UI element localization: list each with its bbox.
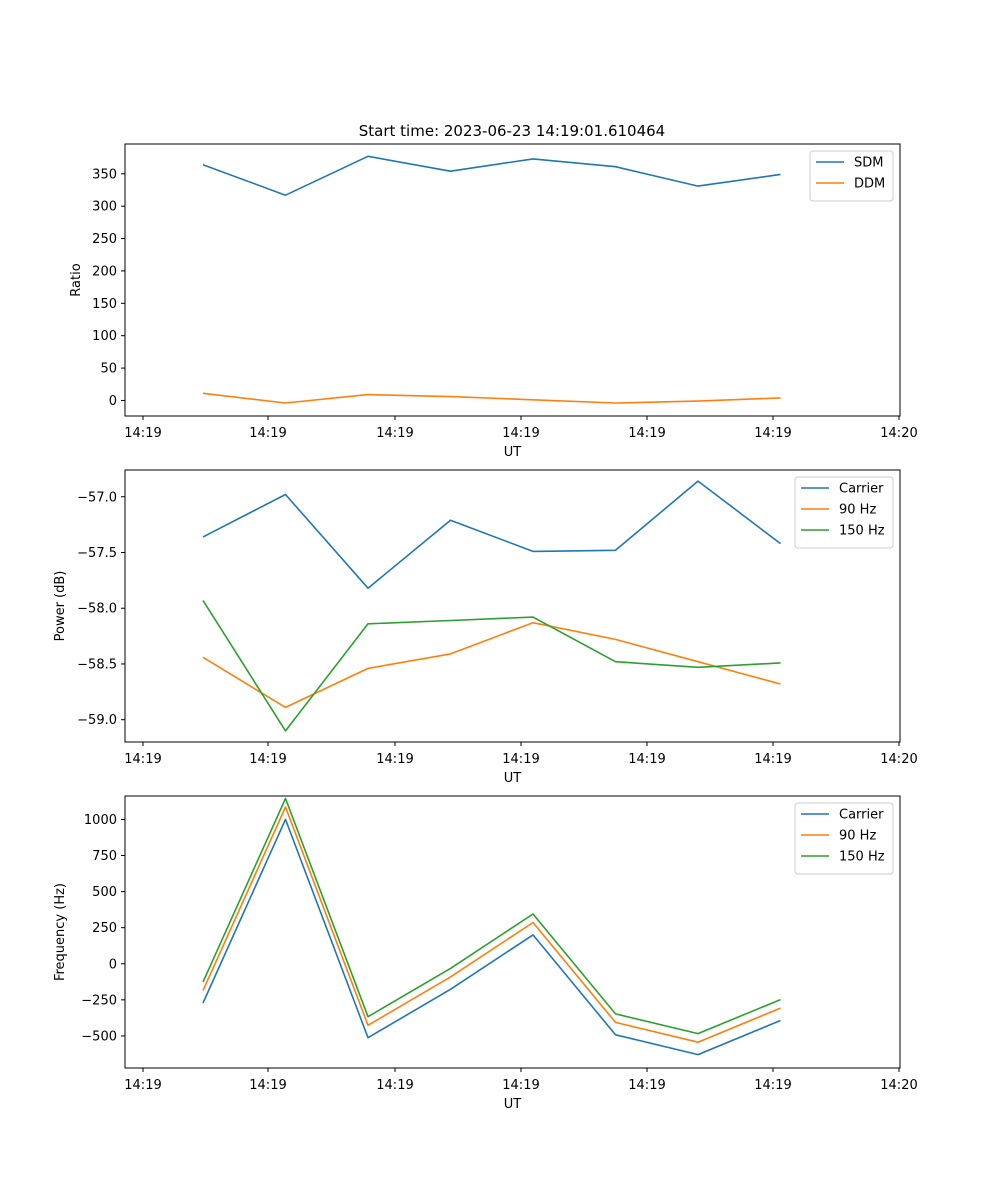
- x-tick-label: 14:20: [880, 426, 917, 441]
- x-tick-label: 14:19: [249, 752, 286, 767]
- chart-panel-2: 14:19 14:19 14:19 14:19 14:19 14:19 14:20 −57.0…: [53, 469, 918, 786]
- y-tick-label: 150: [92, 297, 117, 312]
- x-tick-label: 14:19: [628, 1078, 665, 1093]
- y-tick-label: −58.5: [77, 657, 117, 672]
- x-tick-label: 14:19: [376, 426, 413, 441]
- x-tick-label: 14:19: [754, 752, 791, 767]
- legend-label: 90 Hz: [839, 503, 876, 518]
- x-tick-label: 14:19: [502, 1078, 539, 1093]
- legend-2: Carrier 90 Hz 150 Hz: [794, 476, 894, 549]
- y-tick-label: −250: [81, 993, 117, 1008]
- x-tick-label: 14:20: [880, 1078, 917, 1093]
- series-line-3-1: [202, 818, 781, 1056]
- x-tick-label: 14:19: [754, 426, 791, 441]
- x-tick-label: 14:19: [502, 752, 539, 767]
- y-tick-label: 250: [92, 232, 117, 247]
- axes-frame-1: [124, 143, 901, 417]
- axes-frame-2: [124, 469, 901, 743]
- x-tick-label: 14:19: [124, 426, 161, 441]
- x-axis-label: UT: [504, 1097, 522, 1112]
- y-tick-label: −57.0: [77, 490, 117, 505]
- x-axis-label: UT: [504, 445, 522, 460]
- y-tick-label: 500: [92, 885, 117, 900]
- legend-label: 90 Hz: [839, 829, 876, 844]
- x-tick-label: 14:19: [249, 426, 286, 441]
- y-tick-label: 100: [92, 329, 117, 344]
- legend-label: DDM: [854, 177, 885, 192]
- y-axis-label: Ratio: [69, 263, 84, 296]
- series-line-1-2: [202, 392, 781, 404]
- y-tick-label: 200: [92, 264, 117, 279]
- y-tick-label: −59.0: [77, 713, 117, 728]
- x-tick-label: 14:19: [376, 1078, 413, 1093]
- x-tick-label: 14:19: [249, 1078, 286, 1093]
- legend-label: 150 Hz: [839, 524, 885, 539]
- x-tick-label: 14:19: [628, 752, 665, 767]
- x-tick-label: 14:19: [628, 426, 665, 441]
- legend-3: Carrier 90 Hz 150 Hz: [794, 802, 894, 875]
- panels: 14:19 14:19 14:19 14:19 14:19 14:19 14:20 0 50 10…: [53, 143, 918, 1112]
- series-line-1-1: [202, 155, 781, 196]
- legend-label: 150 Hz: [839, 850, 885, 865]
- series-line-2-3: [202, 599, 781, 732]
- chart-panel-1: 14:19 14:19 14:19 14:19 14:19 14:19 14:20 0 50 10…: [69, 143, 918, 460]
- x-axis-label: UT: [504, 771, 522, 786]
- series-line-3-3: [202, 797, 781, 1035]
- y-tick-label: 750: [92, 849, 117, 864]
- x-tick-label: 14:19: [124, 1078, 161, 1093]
- y-tick-label: −57.5: [77, 546, 117, 561]
- y-tick-label: 0: [109, 394, 117, 409]
- y-axis-label: Frequency (Hz): [53, 883, 68, 981]
- legend-1: SDM DDM: [809, 150, 894, 202]
- x-tick-label: 14:19: [754, 1078, 791, 1093]
- y-tick-label: 350: [92, 167, 117, 182]
- chart-panel-3: 14:19 14:19 14:19 14:19 14:19 14:19 14:20 −500 −…: [53, 795, 918, 1112]
- y-axis-label: Power (dB): [53, 571, 68, 642]
- x-tick-label: 14:19: [376, 752, 413, 767]
- x-tick-label: 14:19: [124, 752, 161, 767]
- series-line-2-1: [202, 480, 781, 590]
- y-tick-label: 50: [100, 362, 117, 377]
- y-tick-label: 250: [92, 921, 117, 936]
- legend-label: SDM: [854, 156, 883, 171]
- figure-title: Start time: 2023-06-23 14:19:01.610464: [359, 122, 665, 140]
- y-tick-label: −58.0: [77, 602, 117, 617]
- legend-label: Carrier: [839, 482, 884, 497]
- y-tick-label: −500: [81, 1029, 117, 1044]
- series-line-3-2: [202, 806, 781, 1043]
- y-tick-label: 300: [92, 200, 117, 215]
- legend-box: [809, 150, 894, 202]
- y-tick-label: 1000: [84, 813, 117, 828]
- axes-frame-3: [124, 795, 901, 1069]
- legend-label: Carrier: [839, 808, 884, 823]
- y-tick-label: 0: [109, 957, 117, 972]
- x-tick-label: 14:20: [880, 752, 917, 767]
- series-line-2-2: [202, 621, 781, 709]
- x-tick-label: 14:19: [502, 426, 539, 441]
